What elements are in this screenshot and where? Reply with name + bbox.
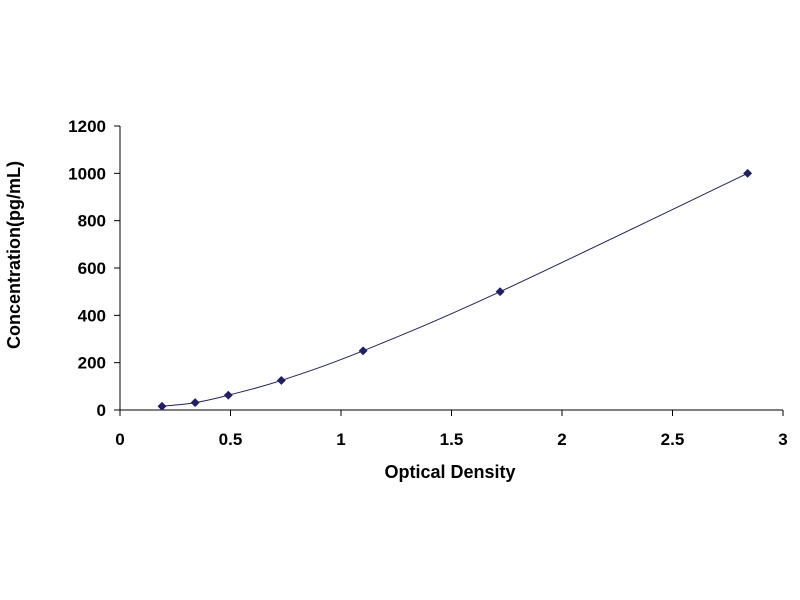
x-axis-title: Optical Density xyxy=(384,462,515,482)
x-tick-label: 0.5 xyxy=(219,430,243,449)
y-tick-label: 600 xyxy=(78,259,106,278)
x-tick-label: 1 xyxy=(336,430,345,449)
x-axis: 0 0.5 1 1.5 2 2.5 3 xyxy=(115,409,788,449)
y-axis: 0 200 400 600 800 1000 1200 xyxy=(68,117,121,420)
data-point xyxy=(495,287,505,297)
data-point xyxy=(743,168,753,178)
curve-layer xyxy=(161,172,748,407)
points-layer xyxy=(157,168,753,411)
y-tick-label: 0 xyxy=(97,401,106,420)
data-point xyxy=(223,390,233,400)
data-point xyxy=(276,375,286,385)
x-tick-label: 0 xyxy=(115,430,124,449)
trend-curve xyxy=(161,172,748,407)
y-axis-title: Concentration(pg/mL) xyxy=(4,161,24,349)
x-tick-label: 2.5 xyxy=(661,430,685,449)
x-tick-label: 3 xyxy=(778,430,787,449)
y-tick-label: 200 xyxy=(78,354,106,373)
data-point xyxy=(358,346,368,356)
y-tick-label: 800 xyxy=(78,212,106,231)
y-tick-label: 1000 xyxy=(68,164,106,183)
data-point xyxy=(190,398,200,408)
y-tick-label: 1200 xyxy=(68,117,106,136)
x-tick-label: 1.5 xyxy=(440,430,464,449)
data-point xyxy=(157,401,167,411)
x-tick-label: 2 xyxy=(557,430,566,449)
y-tick-label: 400 xyxy=(78,306,106,325)
